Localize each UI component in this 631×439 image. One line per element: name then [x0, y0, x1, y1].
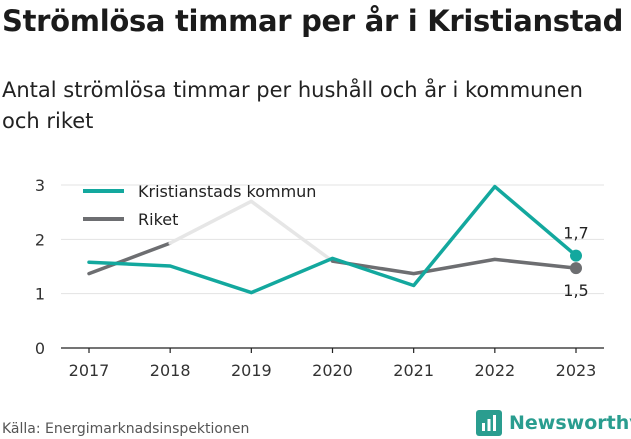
labels: 1,7 1,5 — [563, 224, 588, 300]
y-tick-label-2: 2 — [35, 230, 45, 249]
end-point-riket — [570, 262, 582, 275]
grid: 0 1 2 3 2017 2018 2019 2020 2021 2022 2023 — [35, 176, 604, 380]
end-point-kristianstad — [570, 249, 582, 262]
series-line-kristianstad — [87, 184, 578, 295]
x-tick-label-2020: 2020 — [312, 361, 353, 380]
x-tick-label-2017: 2017 — [69, 361, 110, 380]
x-tick-label-2019: 2019 — [231, 361, 272, 380]
legend-label-riket: Riket — [138, 210, 178, 229]
source-note: Källa: Energimarknadsinspektionen — [2, 421, 250, 437]
x-tick-label-2021: 2021 — [393, 361, 434, 380]
legend-label-kristianstad: Kristianstads kommun — [138, 182, 316, 201]
end-label-kristianstad: 1,7 — [563, 224, 588, 243]
x-tick-label-2022: 2022 — [474, 361, 515, 380]
chart-title: Strömlösa timmar per år i Kristianstad — [2, 4, 624, 38]
y-tick-label-3: 3 — [35, 176, 45, 195]
series-line-riket-highlight — [168, 199, 335, 263]
chart-subtitle: Antal strömlösa timmar per hushåll och å… — [2, 78, 583, 133]
series — [87, 184, 582, 295]
end-label-riket: 1,5 — [563, 281, 588, 300]
y-tick-label-0: 0 — [35, 339, 45, 358]
x-tick-label-2023: 2023 — [556, 361, 597, 380]
brand-logo: Newsworthy — [476, 408, 631, 438]
series-line-riket-end — [330, 257, 578, 276]
legend: Kristianstads kommun Riket — [83, 182, 316, 229]
brand-name: Newsworthy — [509, 412, 631, 434]
series-line-riket — [87, 241, 172, 276]
x-tick-label-2018: 2018 — [150, 361, 191, 380]
bar-chart-logo-icon — [476, 410, 502, 436]
y-tick-label-1: 1 — [35, 285, 45, 304]
